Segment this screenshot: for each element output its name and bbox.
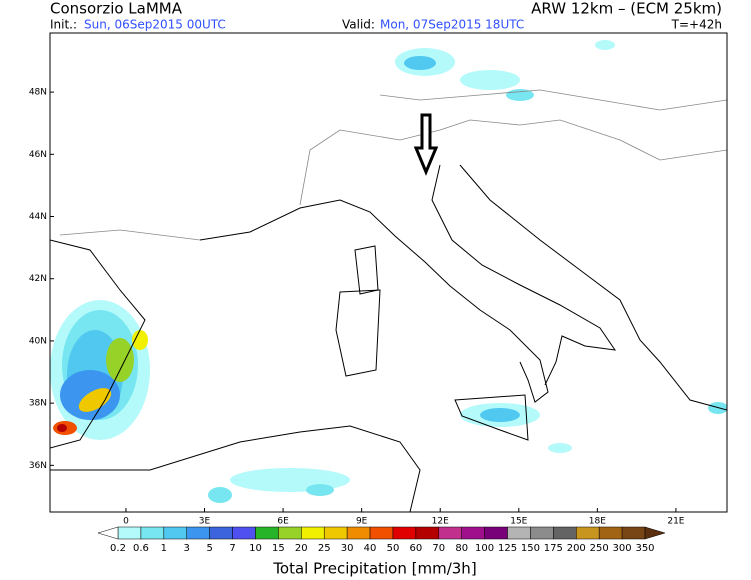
colorbar-tick-label: 250: [590, 543, 609, 554]
colorbar-tick-label: 0.6: [133, 543, 149, 554]
colorbar: 0.2 0.6 1 3 5 7 10 15 20 25 30 40 50 60 70 80 100 125 150 1…: [97, 526, 666, 554]
coastline: [335, 289, 381, 377]
border: [59, 89, 727, 241]
colorbar-box: [278, 526, 302, 540]
colorbar-tick-label: 15: [272, 543, 285, 554]
colorbar-tick-label: 50: [387, 543, 400, 554]
colorbar-box: [232, 526, 256, 540]
x-tick-label: 15E: [510, 517, 527, 527]
y-tick-label: 38N: [29, 399, 47, 409]
y-tick-label: 48N: [29, 88, 47, 98]
colorbar-box: [186, 526, 210, 540]
y-tick-label: 46N: [29, 150, 47, 160]
map-area: [50, 40, 727, 512]
coastline: [354, 245, 379, 295]
colorbar-box: [598, 526, 623, 540]
colorbar-over: [644, 526, 666, 540]
colorbar-tick-label: 1: [161, 543, 167, 554]
lead-time: T=+42h: [671, 18, 722, 32]
y-tick-label: 42N: [29, 274, 47, 284]
colorbar-box: [323, 526, 348, 540]
coastline: [50, 425, 421, 512]
title: Consorzio LaMMA: [50, 0, 183, 18]
colorbar-tick-label: 125: [498, 543, 517, 554]
x-tick-label: 21E: [667, 517, 684, 527]
x-tick-label: 18E: [589, 517, 606, 527]
colorbar-tick-label: 10: [249, 543, 262, 554]
precipitation: [50, 40, 727, 503]
colorbar-box: [392, 526, 417, 540]
y-tick-label: 44N: [29, 212, 47, 222]
init-label: Init.:: [50, 18, 77, 32]
x-tick-label: 3E: [199, 517, 211, 527]
colorbar-box: [415, 526, 440, 540]
coastline: [431, 164, 617, 386]
colorbar-tick-label: 100: [475, 543, 494, 554]
colorbar-tick-label: 150: [521, 543, 540, 554]
colorbar-tick-label: 60: [410, 543, 423, 554]
colorbar-tick-label: 350: [635, 543, 654, 554]
x-tick-label: 0: [123, 517, 129, 527]
colorbar-box: [209, 526, 233, 540]
x-tick-label: 12E: [432, 517, 449, 527]
coastline: [459, 164, 727, 411]
colorbar-tick-label: 300: [613, 543, 632, 554]
y-tick-label: 40N: [29, 336, 47, 346]
colorbar-box: [507, 526, 531, 540]
init-time: Sun, 06Sep2015 00UTC: [84, 18, 226, 32]
colorbar-box: [346, 526, 371, 540]
valid-time: Mon, 07Sep2015 18UTC: [380, 18, 524, 32]
colorbar-box: [576, 526, 600, 540]
colorbar-box: [369, 526, 394, 540]
colorbar-tick-label: 7: [229, 543, 235, 554]
y-tick-label: 36N: [29, 461, 47, 471]
colorbar-box: [301, 526, 325, 540]
colorbar-tick-label: 200: [567, 543, 586, 554]
x-tick-label: 6E: [277, 517, 289, 527]
colorbar-box: [438, 526, 462, 540]
map-frame: [49, 32, 728, 513]
x-tick-label: 9E: [356, 517, 368, 527]
colorbar-label: Total Precipitation [mm/3h]: [272, 560, 476, 578]
arrow: [413, 113, 439, 176]
colorbar-box: [255, 526, 279, 540]
colorbar-tick-label: 70: [432, 543, 445, 554]
colorbar-tick-label: 25: [318, 543, 331, 554]
axis: 0 3E 6E 9E 12E 15E 18E 21E 36N 38N 40N 42N 44N 46N 48N: [29, 88, 685, 527]
coastline: [454, 394, 529, 441]
border: [299, 119, 727, 206]
colorbar-tick-label: 80: [455, 543, 468, 554]
colorbar-box: [117, 526, 142, 540]
colorbar-tick-label: 40: [364, 543, 377, 554]
colorbar-tick-label: 5: [206, 543, 212, 554]
colorbar-tick-label: 30: [341, 543, 354, 554]
colorbar-tick-label: 175: [544, 543, 563, 554]
colorbar-under: [97, 526, 119, 540]
coastline: [199, 199, 549, 403]
colorbar-box: [553, 526, 577, 540]
colorbar-box: [530, 526, 554, 540]
model: ARW 12km – (ECM 25km): [531, 0, 722, 18]
colorbar-box: [163, 526, 187, 540]
colorbar-box: [461, 526, 485, 540]
colorbar-tick-label: 0.2: [110, 543, 126, 554]
colorbar-box: [140, 526, 165, 540]
colorbar-box: [484, 526, 508, 540]
colorbar-tick-label: 20: [295, 543, 308, 554]
colorbar-box: [621, 526, 646, 540]
colorbar-tick-label: 3: [184, 543, 190, 554]
valid-label: Valid:: [342, 18, 375, 32]
coastline: [50, 239, 146, 449]
